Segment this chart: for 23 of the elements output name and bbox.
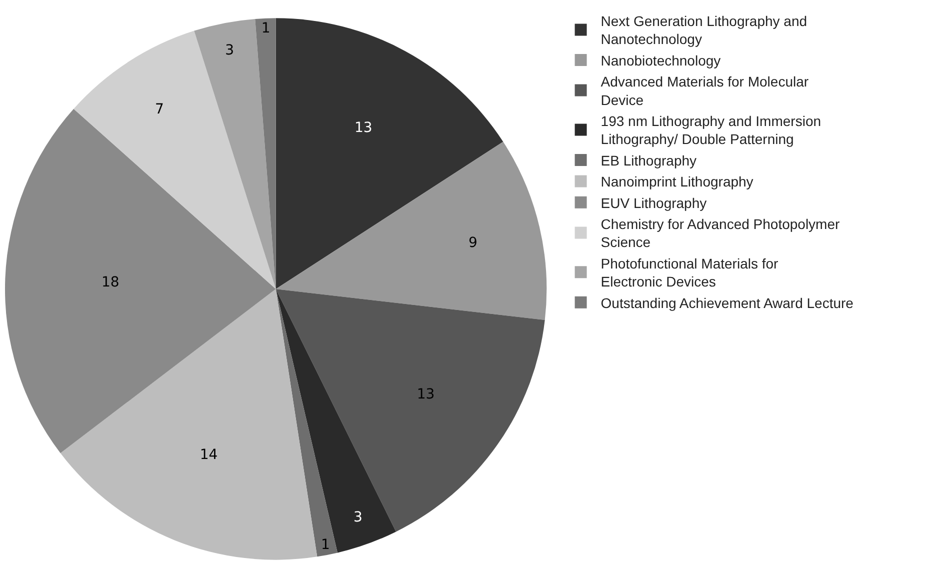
legend-label: Chemistry for Advanced Photopolymer Science [600, 216, 840, 250]
data-label: 7 [154, 101, 164, 118]
pie-slice [276, 289, 545, 532]
legend-label: EB Lithography [600, 152, 697, 168]
data-label: 1 [261, 20, 270, 36]
pie-slice [60, 289, 318, 560]
legend-label: Nanobiotechnology [600, 52, 721, 68]
legend-label: 193 nm Lithography and Immersion Lithography/ Double Patterning [600, 113, 822, 148]
data-label: 13 [354, 120, 372, 136]
data-label: 3 [225, 42, 234, 58]
data-label: 18 [102, 274, 120, 291]
legend-label: Outstanding Achievement Award Lecture [600, 294, 854, 311]
legend-label: Advanced Materials for Molecular Device [600, 74, 809, 108]
data-label: 1 [321, 537, 330, 554]
legend-label: Nanoimprint Lithography [600, 174, 754, 190]
legend-label: Photofunctional Materials for Electronic Devices [600, 255, 779, 290]
data-label: 14 [200, 447, 218, 464]
data-label: 9 [468, 234, 478, 251]
legend-label: EUV Lithography [600, 194, 707, 211]
data-label: 13 [416, 386, 435, 402]
legend-label: Next Generation Lithography and Nanotechnology [600, 13, 808, 48]
pie-slice [74, 30, 276, 289]
data-label: 3 [353, 510, 362, 526]
